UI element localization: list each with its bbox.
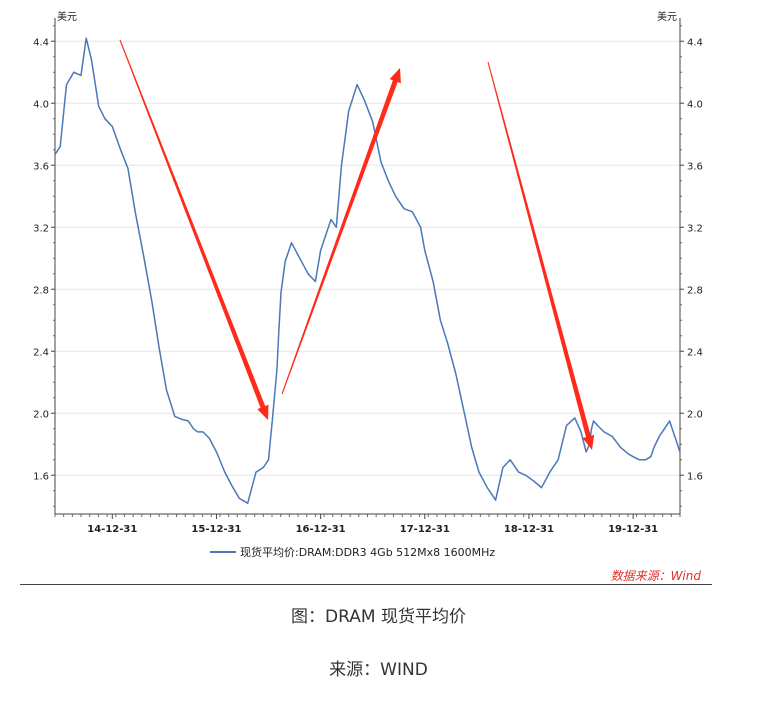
x-tick-label: 18-12-31 (504, 524, 554, 535)
left-unit-label: 美元 (57, 10, 77, 23)
x-tick-label: 19-12-31 (608, 524, 658, 535)
y-tick-label-right: 4.4 (687, 37, 703, 48)
y-tick-label-left: 3.6 (33, 161, 49, 172)
source-caption: 来源：WIND (329, 660, 428, 680)
y-tick-label-right: 2.8 (687, 285, 703, 296)
x-ticks: 14-12-31 15-12-31 16-12-31 17-12-31 18-12-31… (54, 514, 681, 535)
figure-caption: 图：DRAM 现货平均价 (291, 607, 466, 627)
y-ticks: 1.6 1.6 2.0 2.0 2.4 2.4 2.8 2.8 3.2 3.2 3.6 3.6 4.0 4… (33, 25, 703, 507)
x-tick-label: 15-12-31 (191, 524, 241, 535)
y-tick-label-left: 1.6 (33, 471, 49, 482)
trend-arrows (119, 39, 595, 451)
x-tick-label: 16-12-31 (296, 524, 346, 535)
y-tick-label-left: 4.4 (33, 37, 49, 48)
y-tick-label-left: 3.2 (33, 223, 49, 234)
series-line (54, 37, 681, 504)
y-tick-label-right: 1.6 (687, 471, 703, 482)
y-tick-label-left: 2.0 (33, 409, 49, 420)
trend-arrow (281, 68, 401, 395)
y-tick-label-left: 4.0 (33, 99, 49, 110)
y-tick-label-right: 2.0 (687, 409, 703, 420)
y-tick-label-left: 2.8 (33, 285, 49, 296)
trend-arrow (487, 61, 595, 451)
trend-arrow (119, 39, 269, 421)
legend-label: 现货平均价:DRAM:DDR3 4Gb 512Mx8 1600MHz (240, 545, 495, 559)
source-note: 数据来源：Wind (610, 569, 701, 583)
x-tick-label: 17-12-31 (400, 524, 450, 535)
x-tick-label: 14-12-31 (87, 524, 137, 535)
y-tick-label-right: 2.4 (687, 347, 703, 358)
right-unit-label: 美元 (657, 10, 677, 23)
y-tick-label-right: 3.6 (687, 161, 703, 172)
chart: 美元 美元 1.6 1.6 2.0 2.0 2.4 2.4 2.8 2.8 3.2 3.2 3.6 3… (33, 10, 703, 559)
y-tick-label-left: 2.4 (33, 347, 49, 358)
y-tick-label-right: 3.2 (687, 223, 703, 234)
divider (20, 584, 712, 585)
y-tick-label-right: 4.0 (687, 99, 703, 110)
